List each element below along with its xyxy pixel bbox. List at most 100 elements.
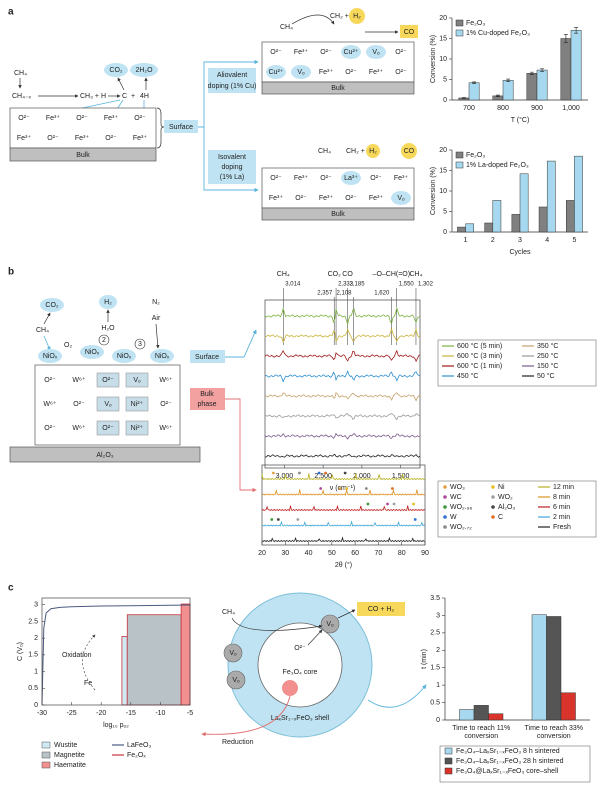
ion: O²⁻	[395, 69, 407, 76]
spectrum	[264, 306, 421, 326]
y-axis-label: C (Vₒ)	[17, 642, 24, 661]
bar	[473, 705, 489, 721]
legend-marker	[491, 505, 495, 509]
phase-marker	[364, 487, 368, 490]
bubble	[401, 143, 417, 159]
phase-marker	[324, 471, 327, 475]
link	[201, 695, 291, 737]
legend-marker	[491, 495, 495, 499]
legend-label: WO₂	[498, 494, 513, 501]
y-tick-label: 1	[436, 682, 440, 689]
x-axis-label: ν (cm⁻¹)	[330, 485, 355, 492]
ion: Cu²⁺	[344, 49, 359, 56]
y-tick-label: 1	[34, 668, 38, 675]
y-tick-label: 10	[439, 56, 447, 63]
phase-marker	[413, 518, 417, 521]
legend-marker	[443, 525, 447, 529]
phase-marker	[319, 487, 323, 490]
species: O₂	[64, 342, 72, 349]
arrow	[337, 609, 356, 619]
species: NiOₓ	[43, 353, 58, 360]
ion: O²⁻	[18, 115, 30, 122]
step-number: 3	[138, 341, 142, 348]
legend-label: Fe₃O₄–LaₓSr₁₋ₓFeO₃ 28 h sintered	[456, 758, 564, 765]
x-tick-label: Time to reach 33%	[525, 725, 584, 732]
ion: O²⁻	[102, 377, 114, 384]
y-tick-label: 20	[439, 147, 447, 154]
ion: Fe³⁺	[75, 135, 90, 142]
panel-label: a	[8, 7, 14, 18]
species: CH₄	[280, 24, 293, 31]
x-tick-label: -10	[155, 710, 165, 717]
bar	[531, 614, 547, 721]
species: CO	[404, 148, 415, 155]
panel-label: c	[8, 583, 14, 594]
core-label: Fe₃O₄ core	[283, 669, 318, 676]
error-bar	[472, 81, 477, 84]
peak-label: 1,620	[374, 291, 390, 297]
spectrum	[265, 392, 421, 402]
ion: Vₒ	[104, 401, 112, 408]
legend-swatch	[455, 161, 464, 169]
x-tick-label: 30	[281, 550, 289, 557]
bulk-label: Bulk	[76, 152, 90, 159]
ion: Vₒ	[372, 49, 380, 56]
legend-swatch	[444, 747, 453, 755]
phase-region	[180, 603, 191, 706]
step-number: 2	[102, 337, 106, 344]
line	[41, 604, 191, 706]
y-tick-label: 3.5	[430, 595, 440, 602]
ion: O²⁻	[47, 135, 59, 142]
bar	[546, 616, 562, 721]
legend-label: Wustite	[54, 742, 77, 749]
x-tick-label: 2	[491, 237, 495, 244]
phase-marker	[338, 487, 342, 490]
highlight	[291, 65, 311, 79]
legend-label: 1% Cu-doped Fe₂O₃	[466, 30, 530, 37]
arrow	[231, 617, 323, 631]
legend-label: 2 min	[553, 514, 570, 521]
ion: O²⁻	[102, 425, 114, 432]
legend-label: WO₃	[450, 484, 465, 491]
species: CO₂	[109, 67, 123, 74]
error-bar	[574, 27, 579, 34]
species-label: CH₄	[277, 271, 290, 278]
bubble	[150, 349, 174, 363]
y-tick-label: 1.5	[28, 652, 38, 659]
reduction-site	[282, 680, 298, 696]
error-bar	[563, 34, 568, 43]
bar	[526, 73, 538, 101]
bar	[488, 713, 504, 721]
legend-label: Haematite	[54, 762, 86, 769]
x-axis-label: log₁₀ pₒ₂	[103, 722, 129, 729]
bulk-label: Bulk	[331, 211, 345, 218]
species-label: CO₂	[328, 271, 342, 278]
bar	[536, 69, 548, 101]
bubble	[80, 345, 104, 359]
diffractogram	[261, 520, 426, 527]
ion: O²⁻	[395, 49, 407, 56]
label-box	[164, 120, 198, 133]
y-axis-label: t (min)	[421, 649, 428, 669]
y-tick-label: 2	[34, 635, 38, 642]
y-tick-label: 5	[443, 76, 447, 83]
link	[225, 329, 257, 358]
species: H₂	[104, 299, 112, 306]
legend-swatch	[41, 751, 51, 759]
legend-label: Fresh	[553, 524, 571, 531]
peak-label: 2,357	[317, 291, 333, 297]
legend-swatch	[455, 151, 464, 159]
error-bar	[540, 68, 545, 72]
brace	[156, 107, 165, 149]
x-tick-label: 90	[421, 550, 429, 557]
spectrum	[264, 432, 420, 440]
ion: O²⁻	[345, 195, 357, 202]
ion: Ni²⁺	[131, 425, 144, 432]
species: CH₄	[318, 148, 331, 155]
x-tick-label: 2,500	[314, 473, 332, 480]
legend-label: Fe₂O₃	[466, 20, 485, 27]
label-box	[208, 68, 256, 93]
bulk-bar	[9, 147, 157, 162]
x-axis-label: Cycles	[509, 249, 531, 256]
